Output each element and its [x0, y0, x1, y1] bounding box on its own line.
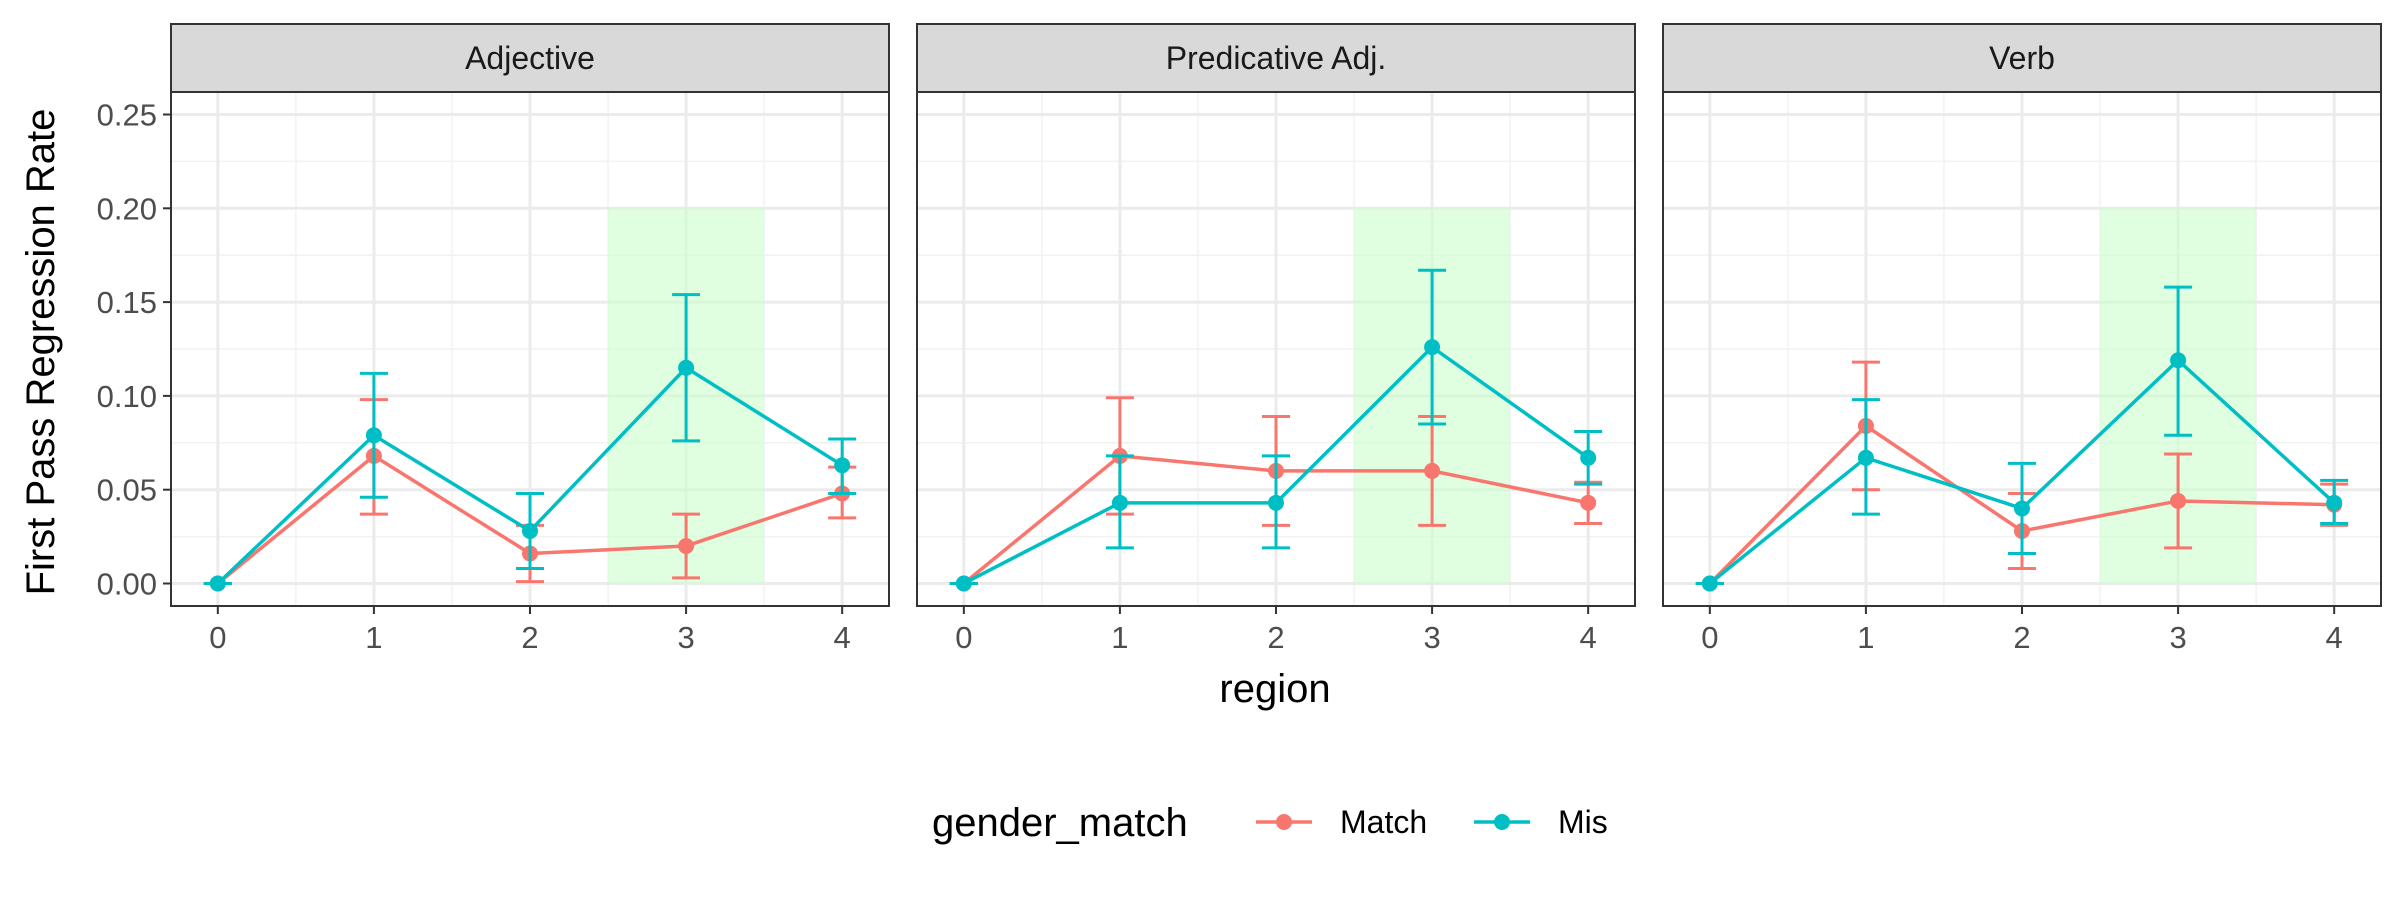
x-tick-label: 2 [521, 620, 538, 655]
y-tick-label: 0.05 [97, 473, 157, 508]
data-point-match [1580, 494, 1597, 511]
facet-strip-label: Adjective [465, 40, 595, 76]
facet-strip-label: Verb [1989, 40, 2055, 76]
data-point-mis [2326, 494, 2343, 511]
x-axis-title: region [1219, 667, 1330, 711]
facet-strip [170, 23, 890, 93]
x-tick-label: 4 [2326, 620, 2343, 655]
legend-entry-match: Match [1256, 804, 1427, 840]
x-tick-label: 4 [834, 620, 851, 655]
y-tick-label: 0.10 [97, 379, 157, 414]
facet-strip-label: Predicative Adj. [1166, 40, 1387, 76]
x-tick-label: 0 [955, 620, 972, 655]
data-point-mis [1857, 449, 1874, 466]
series-mis [203, 293, 857, 592]
panels: Adjective 0 1 2 3 4 0.00 0.05 0.10 0.15 0.20 0.25 Pr… [97, 23, 2382, 655]
series-mis [949, 268, 1603, 592]
x-tick-label: 1 [1111, 620, 1128, 655]
data-point-mis [365, 427, 382, 444]
x-tick-label: 2 [2013, 620, 2030, 655]
data-point-mis [1268, 494, 1284, 511]
legend-label-match: Match [1340, 804, 1427, 840]
x-tick-label: 1 [365, 620, 382, 655]
data-point-mis [522, 522, 538, 539]
series-mis [1695, 285, 2349, 592]
data-point-mis [2014, 500, 2030, 517]
y-tick-label: 0.15 [97, 285, 157, 320]
panel-verb: Verb 0 1 2 3 4 [1662, 23, 2382, 655]
legend-entry-mis: Mis [1474, 804, 1608, 840]
legend-label-mis: Mis [1558, 804, 1608, 840]
y-tick-label: 0.25 [97, 98, 157, 133]
data-point-match [678, 537, 695, 554]
data-point-mis [955, 575, 972, 592]
legend-title: gender_match [932, 801, 1188, 845]
panel-adjective: Adjective 0 1 2 3 4 0.00 0.05 0.10 0.15 0.20 0.25 [97, 23, 890, 655]
legend-key-point-mis [1494, 814, 1510, 830]
x-tick-label: 4 [1580, 620, 1597, 655]
data-point-match [1424, 462, 1441, 479]
data-point-mis [1424, 339, 1441, 356]
x-tick-label: 2 [1267, 620, 1284, 655]
facet-strip [916, 23, 1636, 93]
y-tick-label: 0.20 [97, 191, 157, 226]
legend-key-point-match [1276, 814, 1292, 830]
data-point-mis [834, 457, 851, 474]
x-tick-label: 3 [2169, 620, 2186, 655]
data-point-match [2170, 492, 2187, 509]
data-point-mis [1580, 449, 1597, 466]
facet-strip [1662, 23, 2382, 93]
data-point-mis [1111, 494, 1128, 511]
data-point-mis [678, 359, 695, 376]
x-tick-label: 0 [209, 620, 226, 655]
y-axis-title: First Pass Regression Rate [19, 109, 63, 596]
x-tick-label: 3 [1423, 620, 1440, 655]
legend: gender_match Match Mis [932, 801, 1608, 845]
x-tick-label: 0 [1701, 620, 1718, 655]
x-tick-label: 3 [677, 620, 694, 655]
data-point-mis [209, 575, 226, 592]
y-tick-label: 0.00 [97, 566, 157, 601]
x-tick-label: 1 [1857, 620, 1874, 655]
data-point-mis [1701, 575, 1718, 592]
data-point-mis [2170, 352, 2187, 369]
panel-predicative-adj: Predicative Adj. 0 1 2 3 4 [916, 23, 1636, 655]
